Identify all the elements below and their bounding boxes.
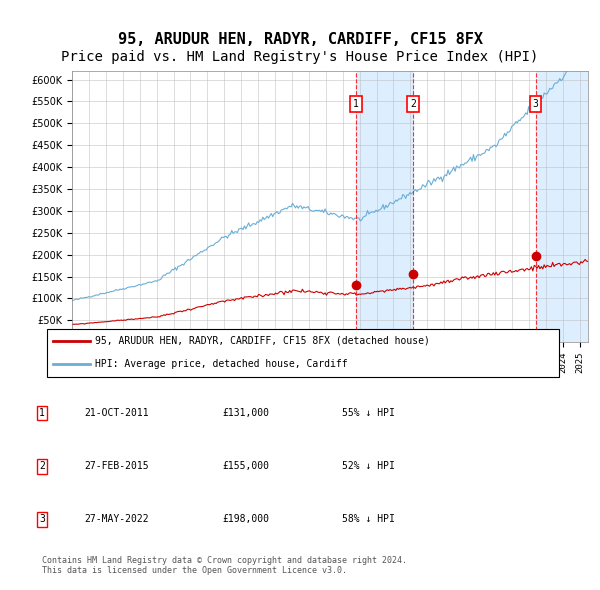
Text: 95, ARUDUR HEN, RADYR, CARDIFF, CF15 8FX: 95, ARUDUR HEN, RADYR, CARDIFF, CF15 8FX: [118, 32, 482, 47]
Text: 2: 2: [410, 99, 416, 109]
Text: £131,000: £131,000: [222, 408, 269, 418]
Text: 21-OCT-2011: 21-OCT-2011: [84, 408, 149, 418]
Text: Contains HM Land Registry data © Crown copyright and database right 2024.
This d: Contains HM Land Registry data © Crown c…: [42, 556, 407, 575]
Text: Price paid vs. HM Land Registry's House Price Index (HPI): Price paid vs. HM Land Registry's House …: [61, 50, 539, 64]
Text: 52% ↓ HPI: 52% ↓ HPI: [342, 461, 395, 471]
Text: 95, ARUDUR HEN, RADYR, CARDIFF, CF15 8FX (detached house): 95, ARUDUR HEN, RADYR, CARDIFF, CF15 8FX…: [95, 336, 430, 346]
FancyBboxPatch shape: [47, 329, 559, 376]
Bar: [356, 71, 413, 342]
Text: 55% ↓ HPI: 55% ↓ HPI: [342, 408, 395, 418]
Text: 58% ↓ HPI: 58% ↓ HPI: [342, 514, 395, 524]
Text: HPI: Average price, detached house, Cardiff: HPI: Average price, detached house, Card…: [95, 359, 347, 369]
Text: 1: 1: [353, 99, 359, 109]
Text: 27-MAY-2022: 27-MAY-2022: [84, 514, 149, 524]
Text: 3: 3: [39, 514, 45, 524]
Text: £155,000: £155,000: [222, 461, 269, 471]
Bar: [536, 71, 588, 342]
Text: 27-FEB-2015: 27-FEB-2015: [84, 461, 149, 471]
Text: £198,000: £198,000: [222, 514, 269, 524]
Text: 2: 2: [39, 461, 45, 471]
Text: 3: 3: [533, 99, 538, 109]
Text: 1: 1: [39, 408, 45, 418]
